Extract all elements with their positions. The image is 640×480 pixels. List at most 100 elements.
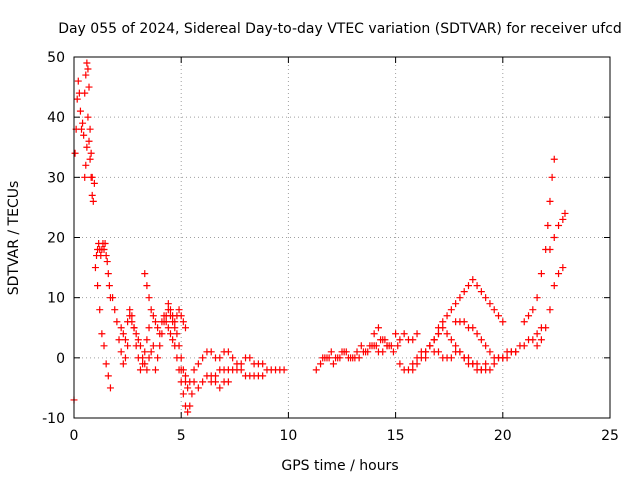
data-point bbox=[362, 348, 370, 356]
data-point bbox=[173, 330, 181, 338]
y-axis-label: SDTVAR / TECUs bbox=[6, 181, 22, 296]
data-point bbox=[88, 173, 96, 181]
data-point bbox=[224, 348, 232, 356]
data-point bbox=[184, 384, 192, 392]
data-point bbox=[379, 348, 387, 356]
data-point bbox=[136, 366, 144, 374]
data-point bbox=[212, 378, 220, 386]
data-point bbox=[179, 390, 187, 398]
data-series bbox=[70, 59, 569, 416]
data-point bbox=[115, 336, 123, 344]
data-point bbox=[469, 276, 477, 284]
data-point bbox=[102, 360, 110, 368]
data-point bbox=[151, 366, 159, 374]
data-point bbox=[86, 125, 94, 133]
data-point bbox=[143, 366, 151, 374]
x-tick-label: 10 bbox=[279, 428, 297, 444]
data-point bbox=[546, 246, 554, 254]
data-point bbox=[101, 240, 109, 248]
data-point bbox=[141, 360, 149, 368]
data-point bbox=[280, 366, 288, 374]
data-point bbox=[555, 270, 563, 278]
data-point bbox=[389, 348, 397, 356]
ticks: 0 5 10 15 20 25 -10 0 10 20 30 40 50 bbox=[42, 50, 619, 444]
data-point bbox=[177, 312, 185, 320]
data-point bbox=[94, 282, 102, 290]
data-point bbox=[544, 221, 552, 229]
data-point bbox=[550, 282, 558, 290]
data-point bbox=[409, 366, 417, 374]
data-point bbox=[143, 282, 151, 290]
data-point bbox=[452, 300, 460, 308]
data-point bbox=[520, 318, 528, 326]
data-point bbox=[546, 197, 554, 205]
data-point bbox=[149, 312, 157, 320]
data-point bbox=[237, 360, 245, 368]
y-tick-label: 20 bbox=[47, 231, 65, 247]
data-point bbox=[143, 336, 151, 344]
data-point bbox=[177, 354, 185, 362]
data-point bbox=[456, 348, 464, 356]
data-point bbox=[413, 330, 421, 338]
data-point bbox=[175, 342, 183, 350]
data-point bbox=[186, 402, 194, 410]
data-point bbox=[139, 354, 147, 362]
data-point bbox=[559, 215, 567, 223]
data-point bbox=[430, 336, 438, 344]
data-point bbox=[336, 354, 344, 362]
data-point bbox=[548, 173, 556, 181]
data-point bbox=[533, 294, 541, 302]
data-point bbox=[199, 354, 207, 362]
data-point bbox=[533, 342, 541, 350]
data-point bbox=[86, 155, 94, 163]
data-point bbox=[447, 354, 455, 362]
data-point bbox=[175, 306, 183, 314]
data-point bbox=[486, 348, 494, 356]
data-point bbox=[447, 336, 455, 344]
data-point bbox=[104, 270, 112, 278]
data-point bbox=[520, 342, 528, 350]
data-point bbox=[164, 300, 172, 308]
data-point bbox=[199, 378, 207, 386]
data-point bbox=[119, 360, 127, 368]
data-point bbox=[387, 342, 395, 350]
x-tick-label: 0 bbox=[70, 428, 79, 444]
data-point bbox=[473, 282, 481, 290]
data-point bbox=[145, 324, 153, 332]
data-point bbox=[181, 324, 189, 332]
y-tick-label: 40 bbox=[47, 110, 65, 126]
chart-title: Day 055 of 2024, Sidereal Day-to-day VTE… bbox=[58, 21, 622, 37]
grid bbox=[74, 57, 610, 418]
data-point bbox=[357, 342, 365, 350]
data-point bbox=[477, 288, 485, 296]
data-point bbox=[145, 294, 153, 302]
data-point bbox=[460, 288, 468, 296]
data-point bbox=[482, 360, 490, 368]
x-tick-label: 5 bbox=[177, 428, 186, 444]
data-point bbox=[327, 348, 335, 356]
data-point bbox=[413, 360, 421, 368]
data-point bbox=[259, 360, 267, 368]
data-point bbox=[477, 336, 485, 344]
data-point bbox=[464, 282, 472, 290]
data-point bbox=[409, 336, 417, 344]
data-point bbox=[533, 330, 541, 338]
data-point bbox=[88, 191, 96, 199]
data-point bbox=[394, 342, 402, 350]
data-point bbox=[151, 318, 159, 326]
data-point bbox=[100, 246, 108, 254]
y-tick-label: 30 bbox=[47, 170, 65, 186]
y-tick-label: 10 bbox=[47, 291, 65, 307]
data-point bbox=[259, 372, 267, 380]
data-point bbox=[132, 330, 140, 338]
data-point bbox=[90, 179, 98, 187]
data-point bbox=[482, 294, 490, 302]
data-point bbox=[84, 65, 92, 73]
data-point bbox=[85, 137, 93, 145]
data-point bbox=[537, 270, 545, 278]
data-point bbox=[469, 360, 477, 368]
data-point bbox=[537, 336, 545, 344]
data-point bbox=[426, 342, 434, 350]
data-point bbox=[443, 330, 451, 338]
